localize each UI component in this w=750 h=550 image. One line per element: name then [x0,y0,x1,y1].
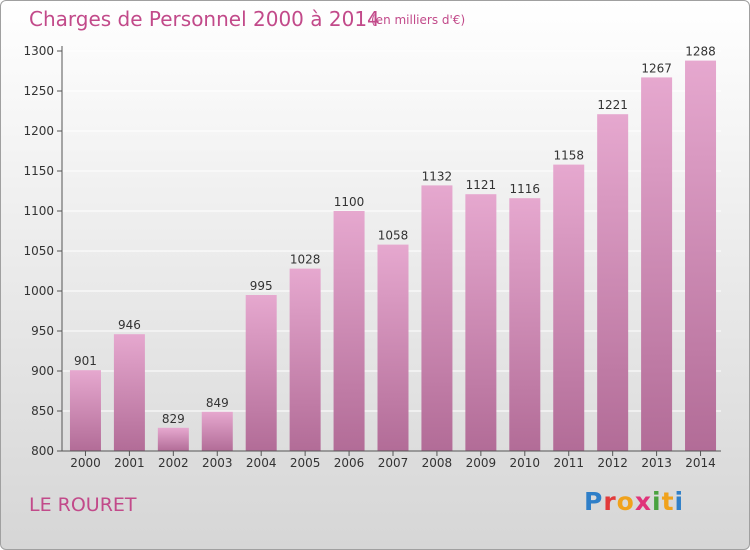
bar [597,114,629,451]
bar [289,268,321,451]
x-tick-label: 2001 [114,456,145,470]
data-label: 1100 [334,195,365,209]
y-tick-label: 900 [31,364,54,378]
y-tick-label: 1200 [23,124,54,138]
y-tick-label: 1050 [23,244,54,258]
bar [685,60,717,451]
data-label: 1028 [290,253,321,267]
commune-name: LE ROURET [29,494,137,516]
logo-letter: i [652,487,662,516]
data-label: 1121 [466,178,497,192]
data-label: 995 [250,279,273,293]
data-label: 829 [162,412,185,426]
y-tick-label: 850 [31,404,54,418]
data-label: 1288 [685,45,716,59]
logo-letter: x [634,487,652,516]
data-label: 1058 [378,229,409,243]
y-tick-label: 800 [31,444,54,458]
logo-letter: i [674,487,685,516]
bar [245,295,277,451]
x-tick-label: 2002 [158,456,189,470]
y-tick-label: 950 [31,324,54,338]
x-tick-label: 2003 [202,456,233,470]
chart-title: Charges de Personnel 2000 à 2014 [29,7,380,31]
x-tick-label: 2000 [70,456,101,470]
logo-letter: o [616,487,635,516]
data-label: 1116 [510,182,541,196]
axes: 800 850 900 950 1000 1050 1100 1150 1200 1250 1300… [23,44,721,470]
bar [333,211,365,451]
data-label: 1158 [553,149,584,163]
data-label: 901 [74,354,97,368]
bar [69,370,101,451]
data-label: 1132 [422,169,453,183]
y-tick-label: 1000 [23,284,54,298]
x-tick-label: 2012 [597,456,628,470]
x-tick-label: 2013 [641,456,672,470]
x-tick-label: 2004 [246,456,277,470]
chart-subtitle: (en milliers d'€) [371,13,466,27]
y-tick-label: 1300 [23,44,54,58]
x-tick-label: 2011 [553,456,584,470]
x-tick-label: 2008 [422,456,453,470]
data-label: 849 [206,396,229,410]
bar [509,198,541,451]
x-tick-label: 2007 [378,456,409,470]
x-tick-label: 2014 [685,456,716,470]
x-tick-label: 2010 [510,456,541,470]
y-tick-label: 1150 [23,164,54,178]
bar [157,427,189,451]
x-tick-label: 2006 [334,456,365,470]
bar [377,244,409,451]
y-tick-label: 1250 [23,84,54,98]
data-labels: 901 946 829 849 995 1028 1100 1058 1132 1121 1116 1… [74,45,716,426]
bar [421,185,453,451]
x-tick-label: 2005 [290,456,321,470]
data-label: 1221 [597,98,628,112]
x-tick-label: 2009 [466,456,497,470]
bar [553,164,585,451]
y-tick-label: 1100 [23,204,54,218]
data-label: 1267 [641,61,672,75]
logo-letter: t [661,487,675,516]
data-label: 946 [118,318,141,332]
logo-letter: P [584,487,604,516]
bar [113,334,145,451]
logo-letter: r [603,487,617,516]
proxiti-logo: Proxiti [584,487,684,516]
bar [641,77,673,452]
bar [201,411,233,451]
bars [69,60,717,452]
bar [465,194,497,451]
